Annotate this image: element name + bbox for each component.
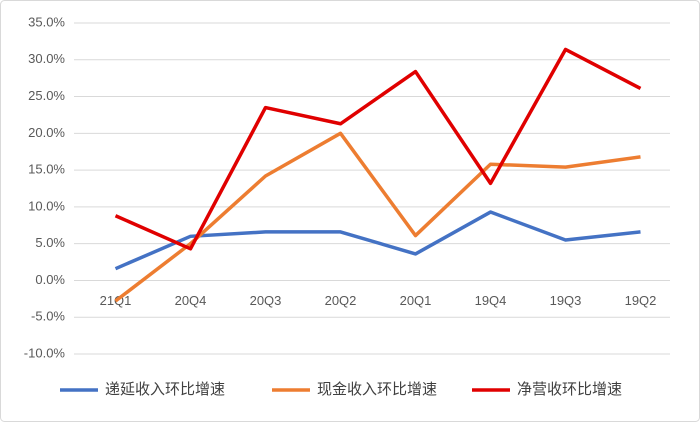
y-tick-label: 25.0%	[28, 88, 65, 103]
series-line	[114, 210, 641, 271]
legend: 递延收入环比增速 现金收入环比增速 净营收环比增速	[60, 381, 622, 398]
y-tick-label: 0.0%	[35, 272, 65, 287]
x-tick-label: 20Q1	[400, 293, 432, 308]
y-tick-label: 30.0%	[28, 51, 65, 66]
x-tick-label: 19Q4	[475, 293, 507, 308]
x-tick-label: 20Q3	[250, 293, 282, 308]
legend-label: 递延收入环比增速	[105, 381, 225, 398]
series-line	[114, 131, 641, 303]
x-tick-label: 20Q4	[175, 293, 207, 308]
y-tick-label: 20.0%	[28, 125, 65, 140]
legend-label: 净营收环比增速	[517, 381, 622, 398]
x-tick-label: 20Q2	[325, 293, 357, 308]
legend-label: 现金收入环比增速	[317, 381, 437, 398]
y-tick-label: -10.0%	[24, 345, 66, 360]
series-line	[114, 47, 642, 251]
y-tick-label: 10.0%	[28, 198, 65, 213]
y-tick-label: 15.0%	[28, 162, 65, 177]
y-tick-label: 35.0%	[28, 14, 65, 29]
x-tick-label: 19Q2	[625, 293, 657, 308]
y-tick-label: 5.0%	[35, 235, 65, 250]
x-tick-label: 19Q3	[550, 293, 582, 308]
y-tick-label: -5.0%	[31, 309, 65, 324]
